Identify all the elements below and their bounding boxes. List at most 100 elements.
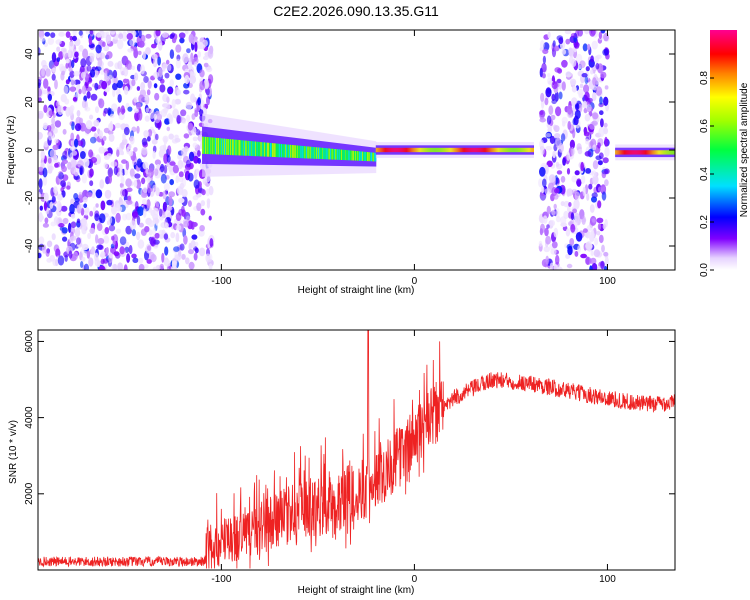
- noise-blob: [540, 92, 545, 102]
- signal-core: [468, 147, 471, 153]
- noise-blob: [118, 33, 124, 40]
- noise-blob: [108, 174, 112, 184]
- signal-core: [331, 148, 333, 160]
- noise-blob: [125, 160, 130, 171]
- signal-core: [325, 148, 327, 160]
- signal-core: [221, 138, 223, 155]
- signal-core: [644, 150, 646, 155]
- noise-blob: [55, 39, 62, 45]
- noise-blob: [573, 115, 579, 126]
- signal-core: [410, 147, 413, 153]
- snr-frame: [37, 329, 676, 571]
- noise-blob: [542, 178, 547, 188]
- noise-blob: [84, 106, 91, 112]
- noise-blob: [104, 227, 110, 235]
- signal-core: [460, 147, 463, 153]
- noise-blob: [153, 71, 160, 79]
- spectrogram-x-ticks: -100 0 100: [211, 30, 616, 287]
- noise-blob: [112, 69, 118, 79]
- noise-blob: [154, 168, 159, 177]
- signal-core: [507, 147, 510, 153]
- noise-blob: [598, 127, 605, 138]
- noise-blob: [155, 30, 161, 37]
- signal-core: [218, 138, 220, 155]
- noise-blob: [567, 206, 571, 213]
- signal-core: [432, 147, 435, 153]
- signal-core: [371, 152, 373, 162]
- signal-core: [323, 147, 325, 160]
- signal-core: [343, 149, 345, 161]
- signal-core: [242, 140, 244, 156]
- noise-blob: [113, 263, 117, 270]
- signal-core: [355, 150, 357, 161]
- noise-blob: [162, 201, 167, 212]
- signal-core: [364, 151, 366, 161]
- snr-y-tick-label: 2000: [24, 482, 35, 505]
- noise-blob: [51, 73, 56, 81]
- signal-core: [309, 146, 311, 159]
- noise-blob: [80, 71, 86, 79]
- noise-blob: [161, 252, 165, 263]
- noise-blob: [152, 150, 156, 159]
- noise-blob: [80, 256, 86, 262]
- noise-blob: [57, 193, 63, 201]
- noise-blob: [188, 151, 195, 162]
- spectrogram-y-tick-label: 20: [24, 96, 35, 108]
- noise-blob: [58, 223, 65, 228]
- signal-core: [332, 148, 334, 160]
- signal-core: [381, 147, 384, 153]
- noise-blob: [168, 196, 173, 207]
- noise-blob: [43, 200, 48, 211]
- noise-blob: [590, 69, 594, 75]
- noise-blob: [159, 145, 167, 152]
- noise-blob: [184, 30, 189, 35]
- snr-y-tick-label: 6000: [24, 330, 35, 353]
- noise-blob: [58, 172, 64, 180]
- noise-blob: [187, 122, 194, 131]
- signal-core: [329, 148, 331, 160]
- signal-core: [626, 150, 628, 155]
- signal-core: [454, 147, 457, 153]
- signal-core: [476, 147, 479, 153]
- noise-blob: [103, 107, 109, 114]
- noise-blob: [148, 220, 155, 227]
- noise-blob: [158, 67, 163, 78]
- signal-core: [288, 144, 290, 158]
- signal-core: [422, 147, 425, 153]
- signal-core: [465, 147, 468, 153]
- noise-blob: [159, 233, 165, 239]
- noise-blob: [569, 139, 576, 150]
- signal-core: [431, 147, 434, 153]
- signal-core: [215, 137, 217, 155]
- noise-blob: [88, 257, 94, 267]
- noise-blob: [125, 212, 132, 221]
- signal-core: [209, 137, 211, 155]
- signal-core: [273, 143, 275, 157]
- noise-blob: [197, 150, 201, 157]
- noise-blob: [71, 121, 75, 131]
- signal-core: [633, 150, 635, 155]
- signal-core: [235, 139, 237, 156]
- noise-blob: [553, 203, 557, 210]
- noise-blob: [590, 55, 594, 63]
- signal-core: [429, 147, 432, 153]
- noise-blob: [113, 251, 120, 257]
- noise-blob: [166, 155, 171, 163]
- noise-blob: [544, 188, 551, 195]
- signal-core: [494, 147, 497, 153]
- signal-core: [619, 150, 621, 155]
- signal-core: [324, 148, 326, 160]
- signal-core: [259, 141, 261, 157]
- signal-core: [322, 147, 324, 160]
- noise-blob: [164, 118, 171, 125]
- noise-blob: [106, 51, 113, 59]
- signal-core: [469, 147, 472, 153]
- signal-core: [451, 147, 454, 153]
- signal-core: [207, 137, 209, 155]
- noise-blob: [154, 159, 161, 166]
- noise-blob: [129, 135, 135, 145]
- noise-blob: [145, 107, 149, 113]
- noise-blob: [141, 147, 148, 156]
- noise-blob: [206, 96, 210, 106]
- noise-blob: [77, 140, 84, 147]
